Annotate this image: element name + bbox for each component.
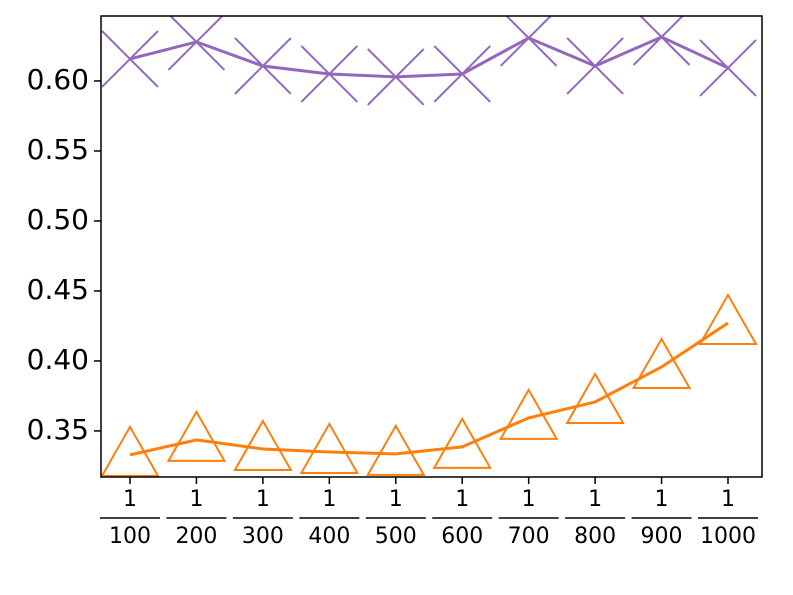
marker [698, 292, 758, 346]
marker [499, 16, 558, 67]
x-tick-denominator: 900 [641, 524, 683, 549]
x-tick-denominator: 700 [508, 524, 550, 549]
x-tick-denominator: 400 [308, 524, 350, 549]
x-tick-numerator: 1 [655, 487, 669, 512]
x-tick-numerator: 1 [189, 487, 203, 512]
marker [167, 16, 226, 71]
y-tick-label: 0.40 [27, 343, 89, 376]
x-tick-numerator: 1 [256, 487, 270, 512]
x-tick-numerator: 1 [123, 487, 137, 512]
series-line [129, 35, 729, 79]
marker [101, 424, 160, 477]
x-tick-numerator: 1 [455, 487, 469, 512]
x-tick-numerator: 1 [588, 487, 602, 512]
series-line [129, 321, 729, 457]
marker [566, 37, 624, 95]
marker [234, 37, 292, 95]
x-tick-numerator: 1 [522, 487, 536, 512]
marker [433, 45, 491, 103]
y-tick-label: 0.60 [27, 63, 89, 96]
x-tick-denominator: 300 [242, 524, 284, 549]
marker [631, 336, 692, 389]
marker [367, 48, 425, 106]
marker [498, 387, 559, 440]
x-tick-denominator: 200 [175, 524, 217, 549]
plot-area [101, 16, 758, 477]
axes-frame [100, 15, 763, 478]
marker [366, 423, 426, 476]
y-tick-label: 0.35 [27, 413, 89, 446]
x-tick-numerator: 1 [322, 487, 336, 512]
x-tick-numerator: 1 [721, 487, 735, 512]
marker [699, 39, 757, 97]
y-tick-label: 0.45 [27, 273, 89, 306]
x-tick-denominator: 800 [574, 524, 616, 549]
x-tick-denominator: 600 [441, 524, 483, 549]
y-tick-label: 0.55 [27, 133, 89, 166]
marker [166, 409, 227, 462]
x-tick-denominator: 100 [109, 524, 151, 549]
x-tick-denominator: 500 [375, 524, 417, 549]
marker [299, 421, 360, 474]
x-tick-numerator: 1 [389, 487, 403, 512]
marker [432, 416, 492, 469]
marker [300, 45, 359, 103]
marker [632, 16, 691, 66]
marker [565, 371, 625, 424]
y-tick-label: 0.50 [27, 203, 89, 236]
marker [101, 30, 159, 88]
marker [233, 418, 293, 472]
x-tick-denominator: 1000 [700, 524, 756, 549]
